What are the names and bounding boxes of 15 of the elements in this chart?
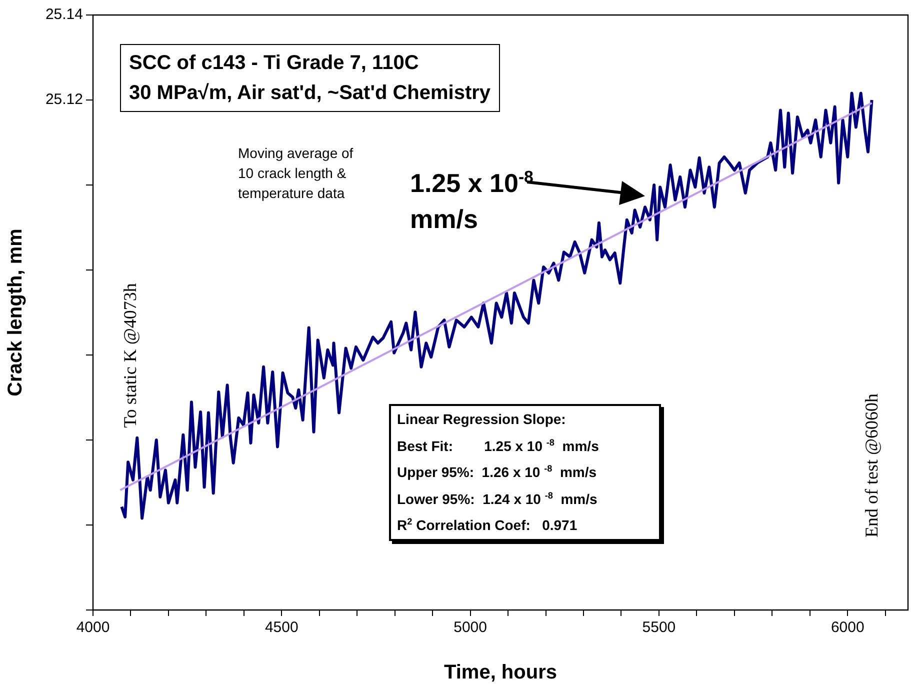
x-tick-label: 4500 (264, 619, 298, 636)
x-axis-title: Time, hours (444, 662, 557, 684)
y-tick-label: 25.12 (45, 91, 83, 108)
y-axis-title: Crack length, mm (4, 228, 27, 396)
y-tick-label: 25.14 (45, 6, 83, 24)
x-tick-label: 5500 (642, 619, 676, 636)
x-tick-label: 6000 (830, 619, 864, 636)
x-tick-label: 4000 (76, 619, 110, 636)
text: 30 MPa√m, Air sat'd, ~Sat'd Chemistry (129, 82, 491, 104)
x-tick-label: 5000 (454, 619, 487, 636)
annotation: End of test @6060h (862, 393, 883, 538)
annotation: To static K @4073h (120, 283, 141, 428)
text: Linear Regression Slope: Best Fit: 1.25 x 10 $^{-8}$ mm/s Upper 95%: 1.26 x 10 $^{-8}$ mm/s Lower 95%: 1.24 x 10 $^{-8}$ mm/s R$^{2}$ Correlation Coef: 0.971 (397, 411, 599, 533)
text: SCC of c143 - Ti Grade 7, 110C (129, 52, 419, 74)
annotation: Moving average of 10 crack length & temperature data (238, 144, 354, 203)
